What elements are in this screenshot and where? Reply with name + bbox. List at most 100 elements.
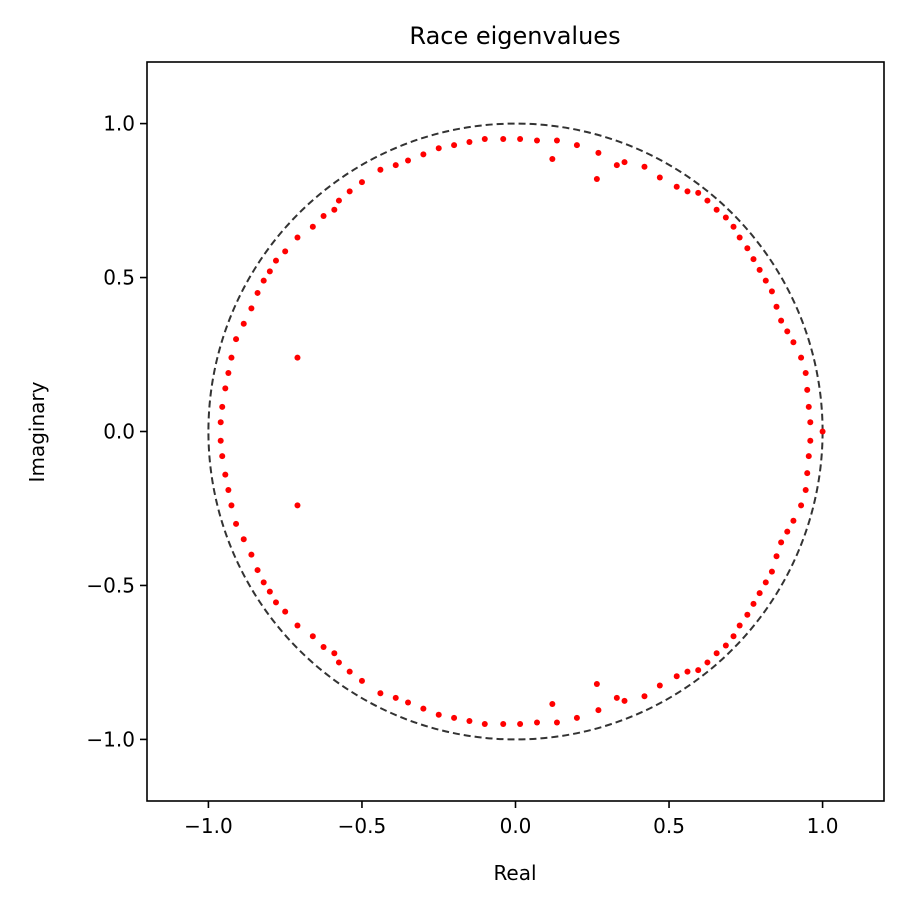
eigenvalue-point bbox=[641, 163, 648, 170]
eigenvalue-point bbox=[392, 694, 399, 701]
eigenvalue-point bbox=[798, 354, 805, 361]
eigenvalue-point bbox=[392, 162, 399, 169]
eigenvalue-point bbox=[595, 149, 602, 156]
eigenvalue-point bbox=[750, 256, 757, 263]
eigenvalue-point bbox=[778, 539, 785, 546]
eigenvalue-point bbox=[282, 608, 289, 615]
eigenvalue-point bbox=[621, 159, 628, 166]
eigenvalue-point bbox=[222, 385, 229, 392]
x-tick-label: 1.0 bbox=[807, 814, 839, 838]
eigenvalue-point bbox=[358, 179, 365, 186]
x-axis-title: Real bbox=[493, 861, 536, 885]
y-tick-label: 1.0 bbox=[103, 112, 135, 136]
eigenvalue-point bbox=[784, 328, 791, 335]
eigenvalue-point bbox=[807, 437, 814, 444]
eigenvalue-point bbox=[756, 590, 763, 597]
eigenvalue-point bbox=[802, 487, 809, 494]
eigenvalue-point bbox=[613, 162, 620, 169]
eigenvalue-point bbox=[595, 707, 602, 714]
eigenvalue-point bbox=[266, 588, 273, 595]
eigenvalue-point bbox=[695, 189, 702, 196]
eigenvalue-point bbox=[233, 336, 240, 343]
eigenvalue-point bbox=[248, 551, 255, 558]
eigenvalue-point bbox=[272, 599, 279, 606]
eigenvalue-point bbox=[481, 721, 488, 728]
eigenvalue-point bbox=[768, 568, 775, 575]
eigenvalue-point bbox=[335, 197, 342, 204]
eigenvalue-point bbox=[435, 145, 442, 152]
eigenvalue-point bbox=[773, 553, 780, 560]
eigenvalue-point bbox=[219, 403, 226, 410]
eigenvalue-point bbox=[228, 354, 235, 361]
eigenvalue-point bbox=[736, 234, 743, 241]
eigenvalue-point bbox=[481, 135, 488, 142]
eigenvalue-point bbox=[405, 699, 412, 706]
x-tick-label: 0.0 bbox=[500, 814, 532, 838]
x-tick-label: 0.5 bbox=[653, 814, 685, 838]
eigenvalue-point bbox=[784, 528, 791, 535]
eigenvalue-point bbox=[217, 419, 224, 426]
eigenvalue-point bbox=[320, 644, 327, 651]
eigenvalue-point bbox=[248, 305, 255, 312]
plot-area: −1.0 −0.5 0.0 0.5 1.0 −1.0 −0.5 0.0 0.5 1.0 bbox=[86, 61, 885, 838]
eigenvalue-point bbox=[517, 721, 524, 728]
eigenvalue-point bbox=[228, 502, 235, 509]
x-tick-label: −1.0 bbox=[184, 814, 233, 838]
eigenvalue-point bbox=[240, 320, 247, 327]
eigenvalue-point bbox=[420, 705, 427, 712]
eigenvalue-point bbox=[695, 667, 702, 674]
eigenvalue-point bbox=[573, 714, 580, 721]
eigenvalue-point bbox=[451, 714, 458, 721]
eigenvalue-point bbox=[621, 697, 628, 704]
eigenvalue-point bbox=[593, 176, 600, 183]
eigenvalue-point bbox=[358, 677, 365, 684]
eigenvalue-point bbox=[451, 142, 458, 149]
eigenvalue-point bbox=[704, 197, 711, 204]
eigenvalue-point bbox=[744, 611, 751, 618]
eigenvalue-point bbox=[533, 719, 540, 726]
eigenvalue-point bbox=[790, 339, 797, 346]
eigenvalue-point bbox=[673, 673, 680, 680]
eigenvalue-point bbox=[819, 428, 826, 435]
eigenvalue-point bbox=[272, 257, 279, 264]
y-axis-title: Imaginary bbox=[25, 381, 49, 482]
eigenvalue-point bbox=[722, 214, 729, 221]
eigenvalue-point bbox=[768, 288, 775, 295]
eigenvalue-point bbox=[309, 633, 316, 640]
eigenvalue-point bbox=[331, 650, 338, 657]
eigenvalue-point bbox=[593, 680, 600, 687]
eigenvalue-point bbox=[294, 622, 301, 629]
eigenvalue-point bbox=[260, 277, 267, 284]
eigenvalue-point bbox=[553, 719, 560, 726]
eigenvalue-point bbox=[549, 701, 556, 708]
eigenvalue-point bbox=[309, 223, 316, 230]
eigenvalue-point bbox=[730, 223, 737, 230]
eigenvalue-point bbox=[756, 266, 763, 273]
eigenvalue-point bbox=[405, 157, 412, 164]
eigenvalue-point bbox=[704, 659, 711, 666]
eigenvalue-point bbox=[331, 206, 338, 213]
eigenvalue-point bbox=[517, 135, 524, 142]
eigenvalue-point bbox=[533, 137, 540, 144]
eigenvalue-point bbox=[730, 633, 737, 640]
eigenvalue-point bbox=[282, 248, 289, 255]
eigenvalue-point bbox=[294, 502, 301, 509]
eigenvalue-point bbox=[222, 471, 229, 478]
eigenvalue-point bbox=[613, 694, 620, 701]
eigenvalue-point bbox=[656, 174, 663, 181]
y-tick-label: −0.5 bbox=[86, 573, 135, 597]
eigenvalue-point bbox=[233, 520, 240, 527]
eigenvalue-point bbox=[320, 212, 327, 219]
eigenvalue-point bbox=[219, 453, 226, 460]
eigenvalue-point bbox=[294, 354, 301, 361]
eigenvalue-point bbox=[804, 470, 811, 477]
eigenvalue-point bbox=[798, 502, 805, 509]
eigenvalue-point bbox=[294, 234, 301, 241]
eigenvalue-point bbox=[254, 567, 261, 574]
eigenvalue-point bbox=[722, 642, 729, 649]
eigenvalue-point bbox=[736, 622, 743, 629]
y-tick-label: 0.0 bbox=[103, 420, 135, 444]
eigenvalue-point bbox=[240, 536, 247, 543]
